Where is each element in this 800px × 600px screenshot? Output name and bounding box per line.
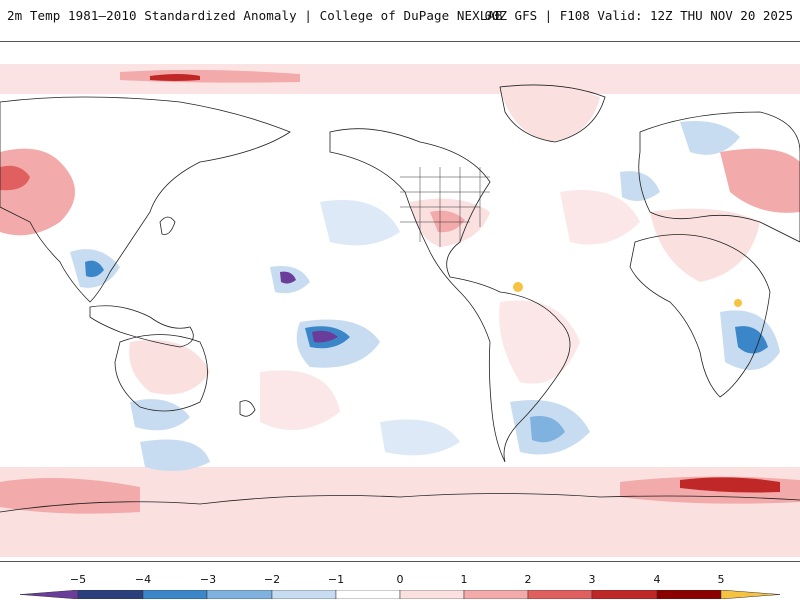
colorbar-segment <box>336 590 400 599</box>
legend-tick: −4 <box>135 573 151 586</box>
colorbar-segment <box>657 590 721 599</box>
tasman-cool <box>140 440 210 472</box>
nz-cool <box>130 399 190 430</box>
pacific-cool-3 <box>320 200 400 245</box>
japan-outline <box>160 217 175 235</box>
colorbar-segment <box>400 590 464 599</box>
model-run-info: 00Z GFS | F108 Valid: 12Z THU NOV 20 202… <box>484 8 793 23</box>
colorbar-segment <box>207 590 272 599</box>
legend-tick: 2 <box>525 573 532 586</box>
colorbar-segment <box>592 590 657 599</box>
legend-tick: 0 <box>397 573 404 586</box>
pacific-warm <box>260 370 340 430</box>
scandinavia-cool <box>680 121 740 155</box>
eastafrica-hotspot <box>734 299 742 307</box>
legend-tick: 3 <box>589 573 596 586</box>
venezuela-hotspot <box>513 282 523 292</box>
legend-tick: 5 <box>718 573 725 586</box>
colorbar <box>20 590 780 599</box>
nz-outline <box>240 401 255 417</box>
legend-tick: −3 <box>200 573 216 586</box>
westafrica-cool <box>620 171 660 201</box>
southpacific-cool <box>380 420 460 456</box>
anomaly-map <box>0 41 800 562</box>
colorbar-segment <box>528 590 592 599</box>
asia-warm <box>0 149 75 236</box>
southamerica-warm <box>499 300 580 383</box>
header-bar: 2m Temp 1981–2010 Standardized Anomaly |… <box>0 0 800 34</box>
legend-tick: 1 <box>461 573 468 586</box>
colorbar-segment <box>721 590 780 599</box>
legend-tick: −2 <box>264 573 280 586</box>
legend-tick: −1 <box>328 573 344 586</box>
map-title: 2m Temp 1981–2010 Standardized Anomaly |… <box>7 8 503 23</box>
legend-tick: 4 <box>654 573 661 586</box>
colorbar-segment <box>464 590 528 599</box>
australia-warm <box>129 340 210 395</box>
africa-warm <box>650 209 760 282</box>
colorbar-segment <box>143 590 207 599</box>
colorbar-segment <box>78 590 143 599</box>
colorbar-segment <box>272 590 336 599</box>
colorbar-segment <box>20 590 78 599</box>
legend-tick: −5 <box>70 573 86 586</box>
europe-warm <box>720 149 800 213</box>
greenland-warm <box>500 86 600 142</box>
